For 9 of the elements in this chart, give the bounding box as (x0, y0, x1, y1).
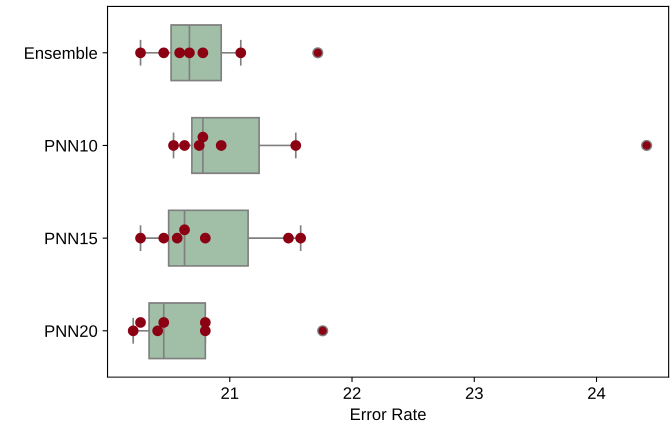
y-tick-label: PNN20 (45, 325, 98, 337)
x-tick-label: 23 (466, 387, 483, 400)
y-tick-label: Ensemble (25, 46, 98, 59)
x-tick-label: 22 (344, 387, 360, 399)
y-tick-label: PNN10 (45, 140, 98, 152)
x-tick-label: 24 (588, 387, 606, 399)
x-axis-title: Error Rate (351, 408, 426, 420)
x-tick-label: 21 (221, 387, 238, 399)
y-tick-label: PNN15 (45, 232, 98, 244)
